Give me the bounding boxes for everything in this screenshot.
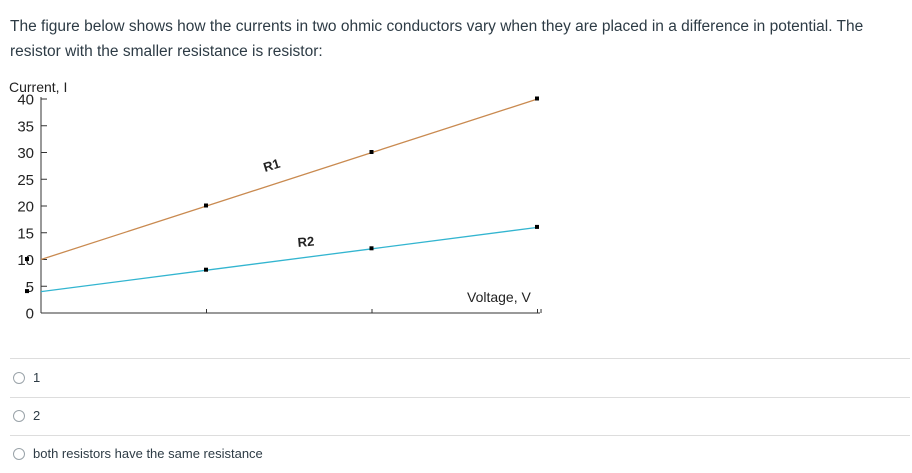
y-tick-label: 35 (17, 118, 34, 135)
y-tick-label: 25 (17, 172, 34, 189)
y-tick-label: 5 (26, 279, 34, 296)
y-tick-label: 40 (17, 92, 34, 109)
data-point (204, 267, 208, 272)
separator (10, 397, 910, 398)
data-point (25, 289, 29, 294)
option-label: both resistors have the same resistance (33, 446, 263, 461)
separator (10, 435, 910, 436)
series-label-r2: R2 (297, 234, 315, 250)
y-tick-label: 15 (17, 225, 34, 242)
option-label: 2 (33, 408, 41, 423)
chart-axes (40, 97, 540, 314)
option-2[interactable]: 2 (13, 408, 40, 423)
data-point (369, 246, 374, 251)
radio-button[interactable] (13, 447, 25, 460)
question-text: The figure below shows how the currents … (10, 18, 864, 60)
option-3[interactable]: both resistors have the same resistance (13, 446, 263, 461)
y-tick-label: 20 (17, 199, 34, 216)
x-axis-label: Voltage, V (467, 289, 531, 305)
radio-button[interactable] (13, 371, 25, 384)
data-point (25, 257, 29, 261)
radio-button[interactable] (13, 409, 25, 422)
x-ticks (206, 309, 542, 313)
separator (10, 358, 910, 359)
y-tick-label: 0 (26, 306, 34, 323)
data-point (535, 224, 539, 229)
data-point (204, 203, 208, 208)
option-1[interactable]: 1 (13, 370, 40, 385)
option-label: 1 (33, 370, 41, 385)
data-point (369, 150, 374, 154)
data-point (535, 96, 539, 101)
series-line-r2 (40, 226, 538, 293)
y-axis-label: Current, I (9, 79, 67, 95)
series-line-r1 (40, 98, 538, 261)
series-label-r1: R1 (261, 156, 281, 175)
y-ticks: 0510152025303540 (17, 92, 47, 323)
chart-series: R1 R2 (25, 96, 539, 294)
y-tick-label: 30 (17, 145, 34, 162)
